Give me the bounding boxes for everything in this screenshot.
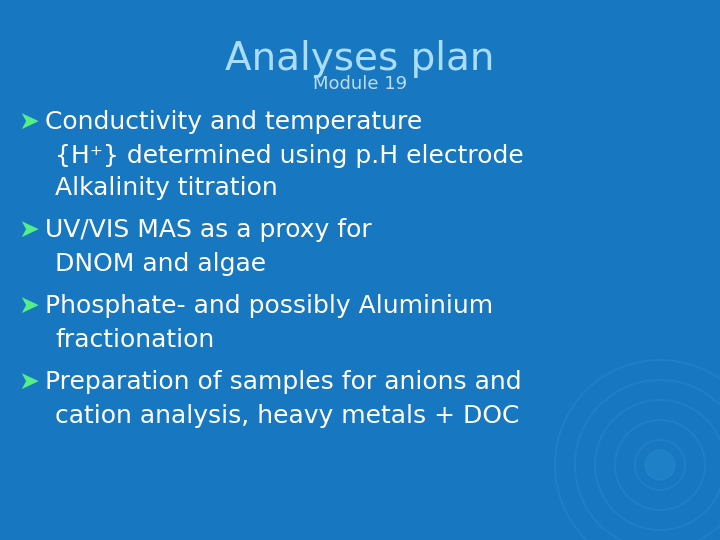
Circle shape bbox=[645, 450, 675, 480]
Text: Analyses plan: Analyses plan bbox=[225, 40, 495, 78]
Text: ➤: ➤ bbox=[18, 218, 39, 242]
Text: cation analysis, heavy metals + DOC: cation analysis, heavy metals + DOC bbox=[55, 404, 519, 428]
Text: ➤: ➤ bbox=[18, 370, 39, 394]
Text: ➤: ➤ bbox=[18, 110, 39, 134]
Text: Alkalinity titration: Alkalinity titration bbox=[55, 176, 278, 200]
Text: Preparation of samples for anions and: Preparation of samples for anions and bbox=[45, 370, 521, 394]
Text: UV/VIS MAS as a proxy for: UV/VIS MAS as a proxy for bbox=[45, 218, 372, 242]
Text: Conductivity and temperature: Conductivity and temperature bbox=[45, 110, 422, 134]
Text: Phosphate- and possibly Aluminium: Phosphate- and possibly Aluminium bbox=[45, 294, 493, 318]
Text: {H⁺} determined using p.H electrode: {H⁺} determined using p.H electrode bbox=[55, 144, 523, 168]
Text: DNOM and algae: DNOM and algae bbox=[55, 252, 266, 276]
Text: ➤: ➤ bbox=[18, 294, 39, 318]
Text: fractionation: fractionation bbox=[55, 328, 215, 352]
Text: Module 19: Module 19 bbox=[313, 75, 407, 93]
